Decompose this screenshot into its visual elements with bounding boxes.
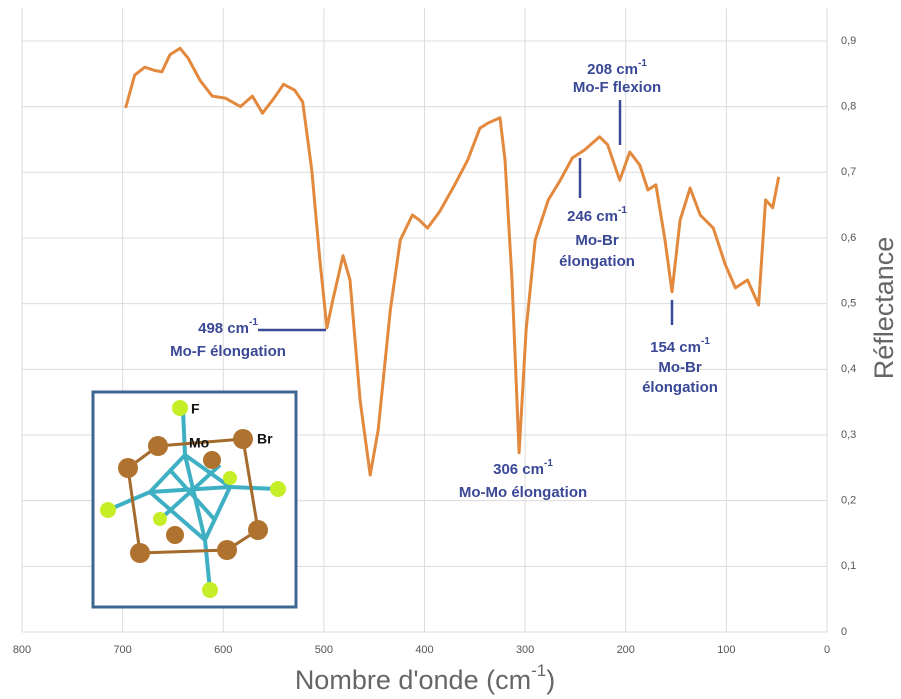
atom-label: F xyxy=(191,401,200,417)
y-tick-label: 0 xyxy=(841,626,847,638)
annotation-head: 498 cm-1 xyxy=(198,317,258,337)
y-tick-label: 0,2 xyxy=(841,495,856,507)
y-tick-label: 0,6 xyxy=(841,232,856,244)
annotation-text: élongation xyxy=(642,379,718,396)
annotation-head: 154 cm-1 xyxy=(650,336,710,356)
annotation-text: élongation xyxy=(559,253,635,270)
annotation-sup: -1 xyxy=(701,336,710,347)
y-axis-label: Réflectance xyxy=(869,237,899,380)
annotation-value: 498 cm xyxy=(198,320,249,337)
atom-label: Br xyxy=(257,431,273,447)
annotation-text: Mo-Mo élongation xyxy=(459,484,587,501)
annotation-sup: -1 xyxy=(249,317,258,328)
spectrum-line xyxy=(124,46,781,477)
atom-label: Mo xyxy=(189,435,209,451)
x-tick-label: 800 xyxy=(13,644,31,656)
x-tick-label: 400 xyxy=(415,644,433,656)
y-tick-label: 0,3 xyxy=(841,429,856,441)
x-tick-label: 700 xyxy=(113,644,131,656)
y-tick-label: 0,7 xyxy=(841,166,856,178)
annotation-text: Mo-F élongation xyxy=(170,343,286,360)
x-axis-label: Nombre d'onde (cm-1) xyxy=(295,661,555,695)
x-tick-label: 0 xyxy=(824,644,830,656)
molecule-inset: F Mo Br xyxy=(91,390,298,609)
y-tick-label: 0,1 xyxy=(841,560,856,572)
y-tick-label: 0,4 xyxy=(841,363,856,375)
x-axis-label-text: Nombre d'onde (cm xyxy=(295,665,531,695)
x-tick-label: 300 xyxy=(516,644,534,656)
x-axis-label-sup: -1 xyxy=(531,661,546,680)
x-axis-label-close: ) xyxy=(546,665,555,695)
x-tick-label: 200 xyxy=(617,644,635,656)
annotation-sup: -1 xyxy=(638,58,647,69)
annotation-value: 208 cm xyxy=(587,61,638,78)
annotation-value: 306 cm xyxy=(493,461,544,478)
annotation-value: 154 cm xyxy=(650,339,701,356)
annotation-text: Mo-Br xyxy=(658,359,701,376)
annotation-text: Mo-F flexion xyxy=(573,79,661,96)
annotation-text: Mo-Br xyxy=(575,232,618,249)
x-tick-label: 500 xyxy=(315,644,333,656)
x-tick-label: 600 xyxy=(214,644,232,656)
annotation-value: 246 cm xyxy=(567,208,618,225)
annotation-sup: -1 xyxy=(618,205,627,216)
y-tick-label: 0,8 xyxy=(841,101,856,113)
annotation-head: 246 cm-1 xyxy=(567,205,627,225)
annotation-head: 306 cm-1 xyxy=(493,458,553,478)
annotation-sup: -1 xyxy=(544,458,553,469)
y-tick-label: 0,5 xyxy=(841,298,856,310)
annotation-head: 208 cm-1 xyxy=(587,58,647,78)
x-tick-label: 100 xyxy=(717,644,735,656)
y-tick-label: 0,9 xyxy=(841,35,856,47)
